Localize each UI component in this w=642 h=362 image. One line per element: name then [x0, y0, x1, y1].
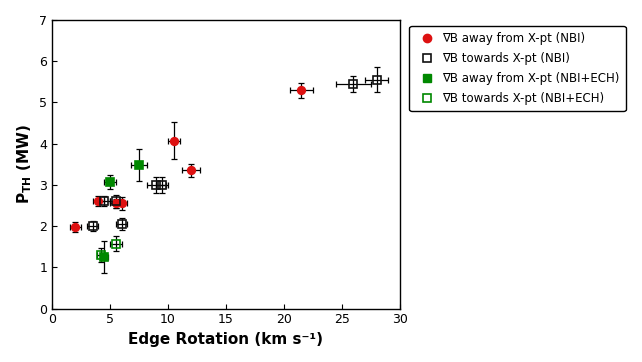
Legend: ∇B away from X-pt (NBI), ∇B towards X-pt (NBI), ∇B away from X-pt (NBI+ECH), ∇B : ∇B away from X-pt (NBI), ∇B towards X-pt… — [409, 26, 625, 111]
X-axis label: Edge Rotation (km s⁻¹): Edge Rotation (km s⁻¹) — [128, 332, 324, 347]
Y-axis label: P$_{\mathbf{TH}}$ (MW): P$_{\mathbf{TH}}$ (MW) — [15, 124, 33, 204]
